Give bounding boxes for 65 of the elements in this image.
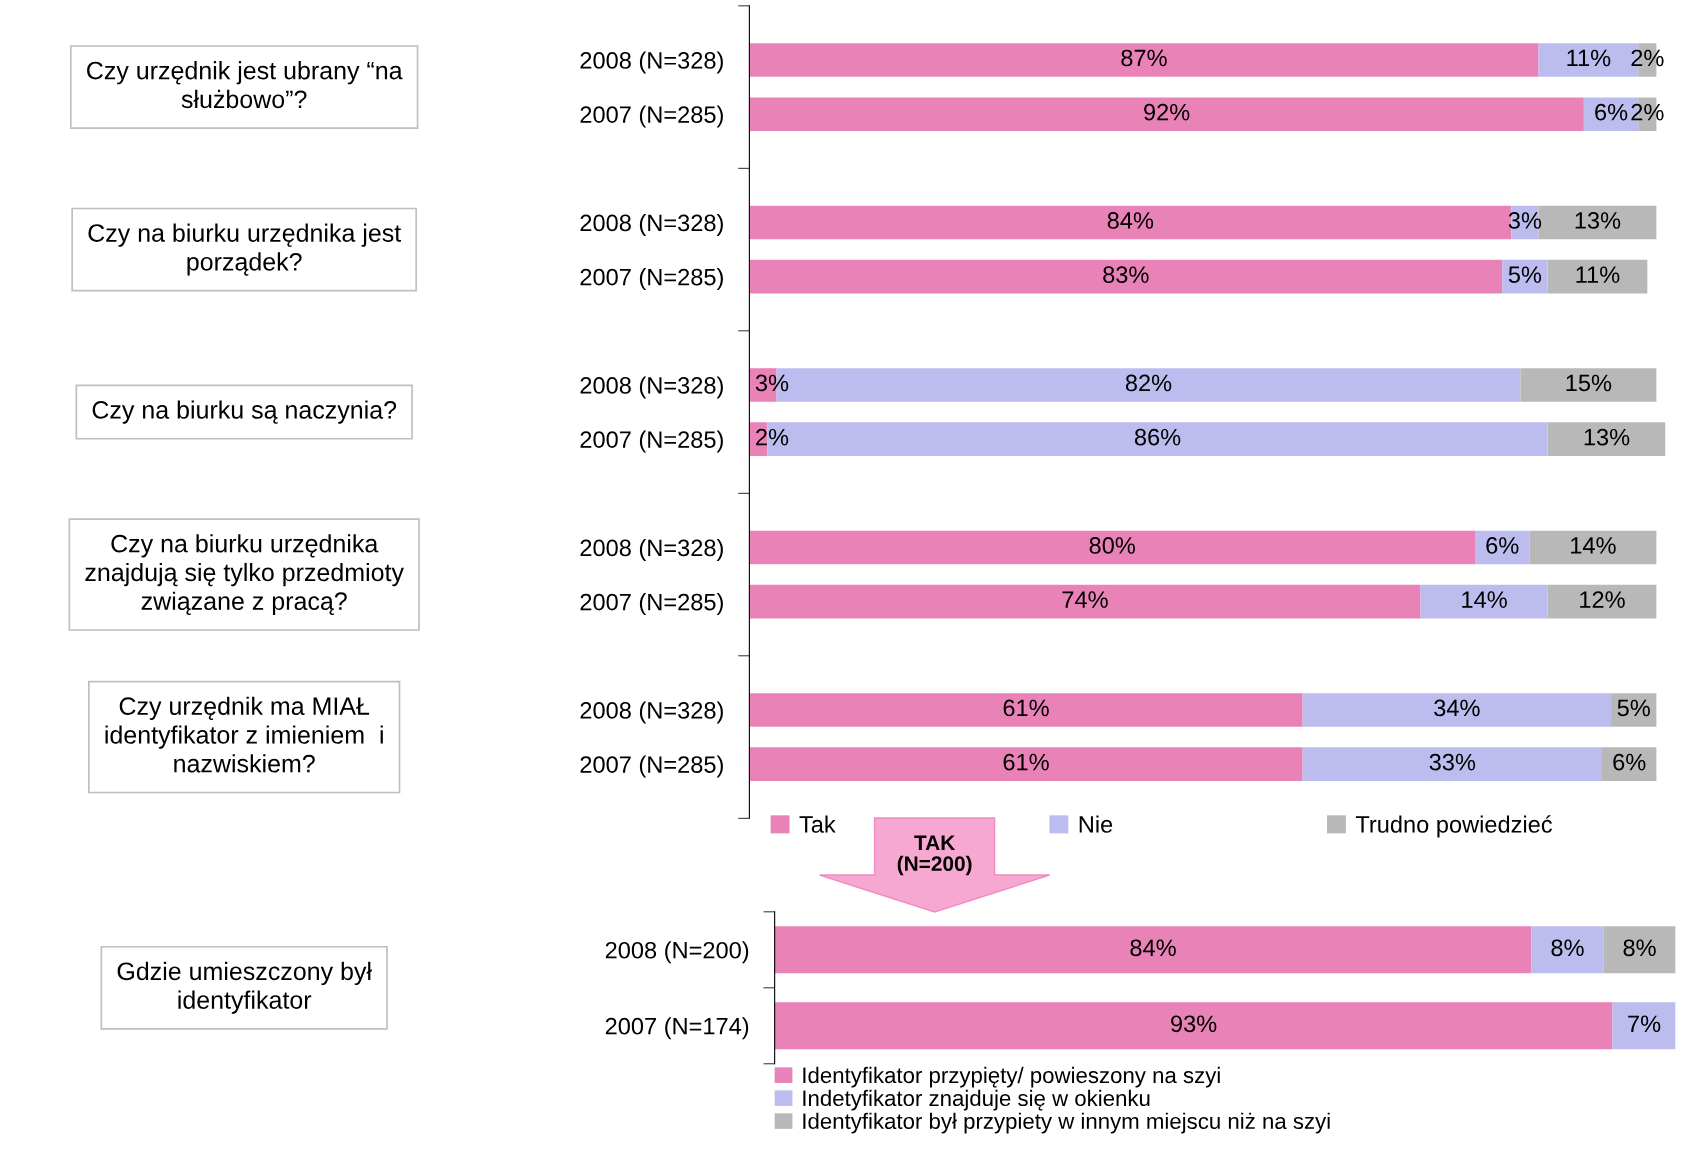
data-label: 84% [1107, 212, 1154, 229]
y-tick-label: 2007 (N=285) [580, 268, 723, 291]
y-tick-label: 2007 (N=285) [580, 755, 723, 778]
y-tick-label: 2008 (N=200) [605, 941, 749, 964]
data-label: 84% [1130, 939, 1176, 957]
bar [1603, 926, 1676, 974]
data-label: 87% [1121, 49, 1167, 67]
data-label: 86% [1134, 428, 1181, 446]
data-label: 82% [1125, 374, 1172, 392]
data-label: 61% [1003, 699, 1049, 717]
text: Czy urzędnik ma MIAŁ identyfikator z imieniem i nazwiskiem? [105, 696, 383, 773]
bar [1531, 926, 1604, 974]
data-label: 6% [1486, 537, 1519, 554]
data-label: 3% [1508, 212, 1542, 229]
legend-label: Identyfikator był przypiety w innym miejscu niż na szyi [803, 1112, 1330, 1134]
data-label: 6% [1595, 103, 1628, 121]
data-label: 3% [755, 374, 789, 392]
data-label: 5% [1617, 699, 1650, 717]
data-label: 2% [1631, 103, 1664, 121]
data-label: 80% [1089, 537, 1135, 554]
data-label: 11% [1567, 49, 1611, 67]
data-label: 14% [1571, 537, 1616, 554]
y-tick-label: 2008 (N=328) [580, 51, 723, 74]
y-tick-label: 2007 (N=285) [580, 593, 723, 616]
data-label: 5% [1508, 266, 1542, 283]
data-label: 15% [1566, 374, 1612, 392]
legend-label: Tak [799, 815, 836, 833]
data-label: 6% [1613, 753, 1646, 771]
data-label: 7% [1628, 1015, 1661, 1033]
text: Czy na biurku urzędnika jest porządek? [88, 223, 402, 276]
text: Czy urzędnik jest ubrany “na służbowo”? [87, 61, 403, 109]
text: Czy na biurku urzędnika znajdują się tylko przedmioty związane z pracą? [85, 534, 404, 615]
text: Gdzie umieszczony był identyfikator [117, 961, 372, 1014]
data-label: 83% [1103, 266, 1149, 283]
text: Czy na biurku są naczynia? [92, 400, 397, 424]
y-tick-label: 2007 (N=285) [580, 105, 723, 128]
data-label: 61% [1003, 753, 1049, 771]
y-tick-label: 2008 (N=328) [580, 376, 723, 399]
data-label: 8% [1551, 939, 1584, 957]
legend-label: Nie [1079, 815, 1113, 833]
legend-label: Indetyfikator znajduje się w okienku [803, 1089, 1150, 1111]
data-label: 13% [1584, 428, 1630, 446]
data-label: 2% [1631, 49, 1664, 67]
y-tick-label: 2007 (N=285) [580, 430, 723, 453]
data-label: 13% [1575, 212, 1621, 229]
y-tick-label: 2008 (N=328) [580, 701, 723, 724]
data-label: 93% [1171, 1015, 1217, 1033]
data-label: 12% [1580, 591, 1625, 608]
legend-label: Trudno powiedzieć [1355, 815, 1553, 838]
y-tick-label: 2008 (N=328) [580, 538, 723, 561]
y-tick-label: 2008 (N=328) [580, 213, 723, 236]
y-tick-label: 2007 (N=174) [605, 1017, 749, 1040]
bar [1612, 1002, 1676, 1050]
data-label: 14% [1462, 591, 1507, 608]
data-label: 33% [1429, 753, 1476, 771]
legend-label: Identyfikator przypięty/ powieszony na szyi [803, 1066, 1220, 1088]
data-label: 8% [1623, 939, 1656, 957]
text: TAK (N=200) [897, 835, 972, 876]
bar [774, 926, 1532, 974]
bar [774, 1002, 1613, 1050]
data-label: 34% [1434, 699, 1480, 717]
data-label: 11% [1576, 266, 1620, 283]
data-label: 92% [1144, 103, 1190, 121]
data-label: 2% [756, 428, 789, 446]
data-label: 74% [1062, 591, 1108, 608]
